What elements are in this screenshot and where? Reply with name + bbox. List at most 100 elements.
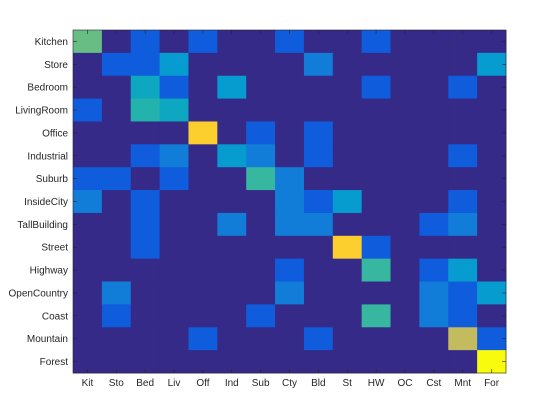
heatmap-cell — [303, 350, 334, 374]
heatmap-cell — [130, 190, 160, 214]
heatmap-cell — [246, 121, 276, 145]
heatmap-cell — [361, 30, 391, 54]
y-tick-label: Coast — [42, 311, 68, 322]
heatmap-cell — [217, 190, 247, 214]
heatmap-cell — [361, 52, 391, 77]
heatmap-cell — [217, 121, 247, 145]
heatmap-cell — [419, 327, 449, 351]
y-tick-label: OpenCountry — [9, 288, 68, 299]
y-axis-ticks: Kitchen Store Bedroom LivingRoom Office Indus… — [9, 37, 506, 368]
heatmap-cell — [448, 327, 478, 351]
heatmap-cell — [477, 52, 507, 77]
heatmap-cell — [101, 304, 132, 328]
heatmap-cell — [390, 167, 420, 191]
heatmap-cell — [101, 30, 132, 54]
heatmap-cell — [73, 144, 103, 168]
x-tick-label: Ind — [225, 378, 239, 389]
heatmap-cell — [332, 98, 363, 122]
heatmap-cell — [303, 75, 334, 99]
y-tick-label: Mountain — [27, 334, 68, 345]
heatmap-cell — [275, 52, 305, 77]
heatmap-cell — [275, 75, 305, 99]
heatmap-cell — [332, 121, 363, 145]
heatmap-cells — [73, 30, 507, 374]
heatmap-cell — [188, 30, 218, 54]
heatmap-cell — [419, 350, 449, 374]
heatmap-cell — [419, 121, 449, 145]
heatmap-cell — [246, 167, 276, 191]
heatmap-cell — [332, 144, 363, 168]
heatmap-cell — [303, 212, 334, 237]
heatmap-cell — [246, 304, 276, 328]
heatmap-cell — [159, 30, 189, 54]
heatmap-cell — [419, 281, 449, 305]
heatmap-cell — [101, 144, 132, 168]
heatmap-cell — [159, 212, 189, 237]
heatmap-cell — [73, 167, 103, 191]
heatmap-cell — [188, 144, 218, 168]
heatmap-cell — [73, 304, 103, 328]
x-tick-label: Off — [196, 378, 209, 389]
heatmap-cell — [361, 235, 391, 260]
heatmap-cell — [101, 327, 132, 351]
heatmap-cell — [73, 258, 103, 282]
heatmap-cell — [303, 121, 334, 145]
heatmap-cell — [246, 235, 276, 260]
heatmap-cell — [275, 190, 305, 214]
heatmap-cell — [275, 235, 305, 260]
heatmap-cell — [448, 258, 478, 282]
heatmap-cell — [361, 144, 391, 168]
heatmap-cell — [101, 258, 132, 282]
heatmap-cell — [332, 258, 363, 282]
heatmap-cell — [130, 167, 160, 191]
heatmap-cell — [101, 75, 132, 99]
heatmap-cell — [188, 167, 218, 191]
heatmap-cell — [303, 144, 334, 168]
heatmap-cell — [73, 350, 103, 374]
heatmap-cell — [448, 98, 478, 122]
heatmap-cell — [246, 327, 276, 351]
x-tick-label: St — [343, 378, 353, 389]
y-tick-label: Store — [44, 60, 68, 71]
y-tick-label: Highway — [30, 266, 68, 277]
heatmap-cell — [275, 281, 305, 305]
heatmap-cell — [130, 235, 160, 260]
heatmap-cell — [275, 304, 305, 328]
y-tick-label: InsideCity — [24, 197, 68, 208]
heatmap-cell — [217, 212, 247, 237]
heatmap-cell — [275, 144, 305, 168]
y-tick-label: Office — [42, 128, 68, 139]
heatmap-cell — [217, 258, 247, 282]
y-tick-label: Industrial — [27, 151, 68, 162]
heatmap-cell — [390, 75, 420, 99]
heatmap-cell — [477, 235, 507, 260]
heatmap-cell — [217, 327, 247, 351]
heatmap-cell — [303, 304, 334, 328]
heatmap-cell — [246, 350, 276, 374]
x-tick-label: Kit — [82, 378, 94, 389]
heatmap-cell — [361, 350, 391, 374]
x-tick-label: Sub — [252, 378, 270, 389]
heatmap-cell — [159, 235, 189, 260]
x-tick-label: OC — [397, 378, 412, 389]
heatmap-cell — [159, 327, 189, 351]
heatmap-cell — [477, 281, 507, 305]
heatmap-cell — [101, 52, 132, 77]
heatmap-cell — [188, 121, 218, 145]
heatmap-cell — [390, 190, 420, 214]
heatmap-cell — [303, 30, 334, 54]
heatmap-cell — [130, 281, 160, 305]
heatmap-cell — [101, 235, 132, 260]
heatmap-cell — [130, 212, 160, 237]
heatmap-cell — [188, 235, 218, 260]
heatmap-cell — [275, 30, 305, 54]
heatmap-cell — [188, 281, 218, 305]
heatmap-cell — [275, 327, 305, 351]
heatmap-cell — [217, 304, 247, 328]
heatmap-cell — [390, 235, 420, 260]
heatmap-cell — [159, 75, 189, 99]
heatmap-cell — [477, 350, 507, 374]
heatmap-cell — [419, 212, 449, 237]
heatmap-cell — [217, 75, 247, 99]
heatmap-cell — [275, 121, 305, 145]
